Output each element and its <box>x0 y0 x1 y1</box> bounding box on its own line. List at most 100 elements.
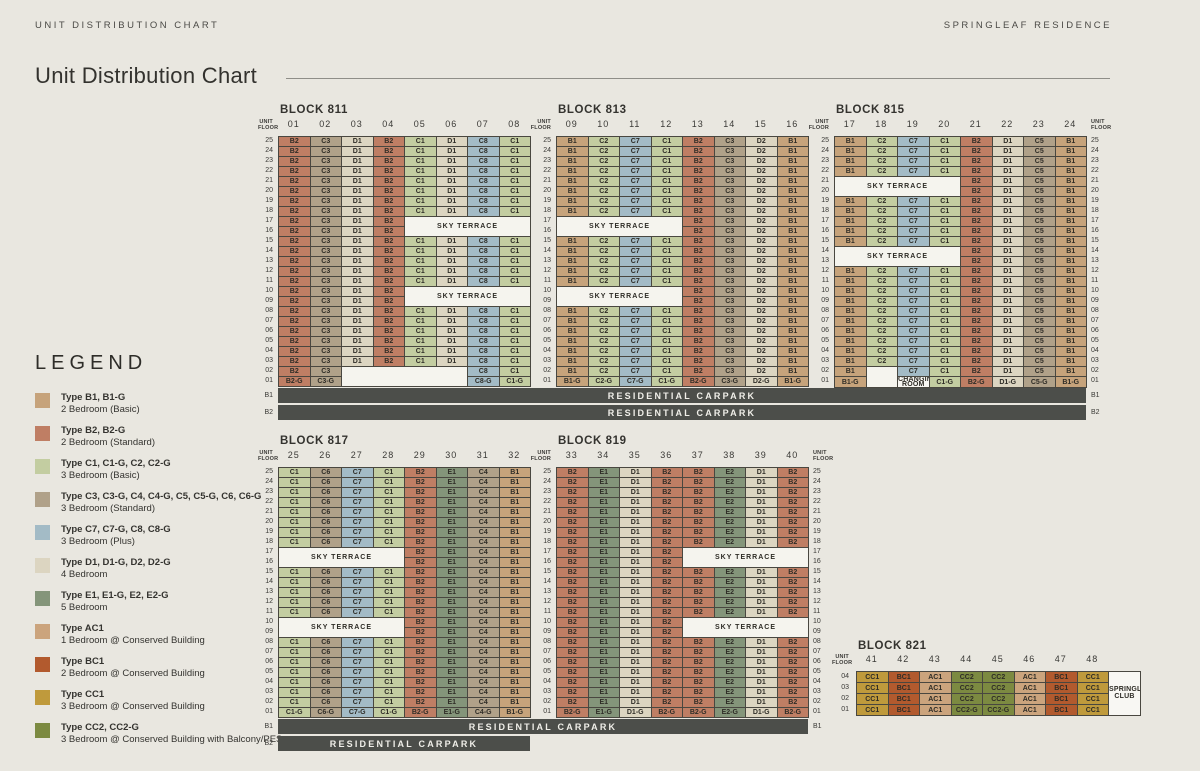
floor-label: 22 <box>543 498 551 505</box>
legend-swatch <box>35 492 50 507</box>
unit-cell: C2-G <box>587 376 620 387</box>
unit-cell: C6 <box>309 567 342 578</box>
unit-cell: C2 <box>865 316 898 327</box>
unit-cell: D1 <box>619 467 652 478</box>
unit-cell: C1 <box>372 597 405 608</box>
unit-cell: D1 <box>745 527 778 538</box>
unit-cell: D1 <box>619 527 652 538</box>
unit-cell: C1 <box>404 316 437 327</box>
floor-row: B2 C3 D1 B2 C1 D1 C8 C1 <box>278 306 531 317</box>
unit-cell: B2 <box>404 497 437 508</box>
unit-cell: B2 <box>960 306 993 317</box>
floor-label: 01 <box>543 377 551 384</box>
column-label: 08 <box>508 119 521 129</box>
unit-cell: C3 <box>309 366 342 377</box>
unit-cell: B1 <box>834 316 867 327</box>
floor-row: SKY TERRACE B2 D1 C5 B1 <box>834 246 1087 267</box>
unit-cell: C1 <box>278 687 311 698</box>
legend-swatch <box>35 690 50 705</box>
legend-swatch <box>35 525 50 540</box>
unit-cell: C1 <box>278 487 311 498</box>
unit-cell: C5 <box>1023 136 1056 147</box>
unit-cell: D1 <box>435 156 468 167</box>
unit-cell: C7 <box>619 266 652 277</box>
floor-label: 20 <box>265 518 273 525</box>
unit-cell: B2 <box>682 226 715 237</box>
unit-cell: B2 <box>278 136 311 147</box>
floor-label: 07 <box>821 317 829 324</box>
column-label: 21 <box>969 119 982 129</box>
unit-cell: D1 <box>341 246 374 257</box>
unit-cell: C1 <box>650 276 683 287</box>
floor-label: 05 <box>265 337 273 344</box>
changing-room-cell: CHANGING ROOM <box>897 376 930 388</box>
unit-cell: B2 <box>404 607 437 618</box>
unit-cell: B2 <box>682 366 715 377</box>
unit-cell: B2 <box>650 637 683 648</box>
unit-cell: B1 <box>834 216 867 227</box>
unit-cell: C1 <box>928 296 961 307</box>
unit-cell: C2 <box>587 236 620 247</box>
unit-cell: B2 <box>776 637 809 648</box>
floor-row: B2 E1 D1 B2 B2 E2 D1 B2 <box>556 587 809 598</box>
unit-cell: B2 <box>372 306 405 317</box>
unit-cell: B2 <box>650 687 683 698</box>
unit-cell: BC1 <box>887 682 920 694</box>
floor-row: CC1 BC1 AC1 CC2 CC2 AC1 BC1 CC1 <box>856 693 1141 705</box>
unit-cell: D1 <box>341 286 374 297</box>
unit-cell: C7 <box>619 256 652 267</box>
legend-description: 3 Bedroom (Plus) <box>61 536 135 547</box>
unit-cell: C5 <box>1023 326 1056 337</box>
unit-cell: C5 <box>1023 276 1056 287</box>
unit-cell: C8-G <box>467 376 500 387</box>
floor-label: 10 <box>265 287 273 294</box>
floor-label: 10 <box>543 287 551 294</box>
legend-items: Type B1, B1-G 2 Bedroom (Basic) Type B2, B… <box>35 392 282 746</box>
floor-label: 16 <box>543 227 551 234</box>
floor-label: 25 <box>821 137 829 144</box>
column-label: 09 <box>565 119 578 129</box>
unit-cell: D2 <box>745 216 778 227</box>
unit-cell: C6 <box>309 507 342 518</box>
unit-cell: C4 <box>467 637 500 648</box>
legend-description: 1 Bedroom @ Conserved Building <box>61 635 205 646</box>
unit-cell: C7 <box>341 567 374 578</box>
unit-cell: C5 <box>1023 186 1056 197</box>
unit-cell: B2 <box>556 537 589 548</box>
unit-cell: B1 <box>498 647 531 658</box>
unit-cell: B2 <box>278 326 311 337</box>
unit-cell: C2 <box>587 176 620 187</box>
unit-cell: B1 <box>776 286 809 297</box>
unit-cell: B2 <box>372 166 405 177</box>
unit-cell: E1 <box>435 677 468 688</box>
unit-cell: CC2-G <box>950 704 983 716</box>
unit-cell: B2 <box>682 196 715 207</box>
unit-cell: B2 <box>682 186 715 197</box>
legend-item: Type C1, C1-G, C2, C2-G 3 Bedroom (Basic) <box>35 458 270 482</box>
unit-cell: E1 <box>587 697 620 708</box>
floor-label: 02 <box>841 695 849 702</box>
unit-cell: D1 <box>619 627 652 638</box>
unit-cell: C3 <box>309 346 342 357</box>
unit-floor-axis-label: UNIT FLOOR <box>258 450 278 462</box>
legend-type-label: Type BC1 <box>61 656 105 667</box>
floor-row: C1 C6 C7 C1 B2 E1 C4 B1 <box>278 467 531 478</box>
unit-cell: C4 <box>467 587 500 598</box>
unit-cell: D1 <box>745 637 778 648</box>
floor-label: 10 <box>813 618 821 625</box>
unit-cell: CC1 <box>856 671 889 683</box>
floor-row: B2 C3 D1 B2 C1 D1 C8 C1 <box>278 196 531 207</box>
legend-description: 3 Bedroom @ Conserved Building with Balc… <box>61 734 283 745</box>
unit-cell: B1 <box>1054 146 1087 157</box>
unit-cell: B2 <box>556 567 589 578</box>
unit-cell: B2 <box>682 246 715 257</box>
unit-cell: C8 <box>467 366 500 377</box>
floor-label: 07 <box>543 648 551 655</box>
floor-row: B2 C3 D1 B2 C1 D1 C8 C1 <box>278 316 531 327</box>
unit-cell: C1 <box>650 326 683 337</box>
column-label: 30 <box>445 450 458 460</box>
unit-cell: D1 <box>745 667 778 678</box>
carpark-label: RESIDENTIAL CARPARK <box>329 738 479 749</box>
unit-cell: C3 <box>713 206 746 217</box>
sky-terrace-cell: SKY TERRACE <box>404 286 531 307</box>
